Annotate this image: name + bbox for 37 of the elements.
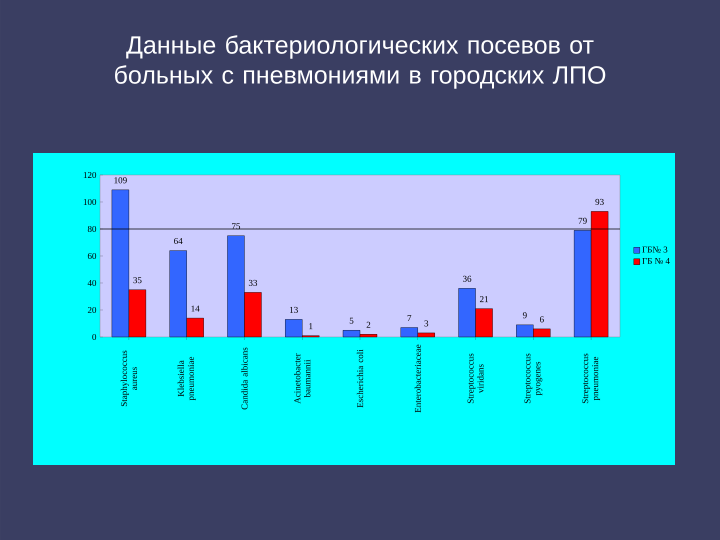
y-tick-label: 80 [88, 226, 96, 232]
x-tick-label: Staphylococcus aureus [120, 350, 138, 406]
x-tick-label: Enterobacteriaceae [414, 344, 421, 412]
data-label: 9 [522, 312, 527, 318]
data-label: 21 [480, 296, 488, 302]
data-label: 3 [424, 320, 428, 326]
y-tick-label: 0 [92, 334, 96, 340]
x-tick-label: Streptococcus pyogenes [524, 354, 542, 404]
x-tick-label: Candida albicans [241, 348, 248, 410]
y-tick-label: 40 [88, 280, 96, 286]
x-tick-label: Acinetobacter baumannii [294, 353, 310, 404]
chart-title: Данные бактериологических посевов от больных с пневмониями в городских ЛПО [115, 35, 606, 89]
data-label: 75 [232, 223, 240, 230]
legend-label: ГБ № 4 [642, 258, 670, 264]
data-label: 14 [191, 306, 200, 312]
x-tick-label: Escherichia coli [356, 349, 364, 408]
data-label: 13 [290, 306, 298, 313]
data-label: 33 [248, 280, 258, 286]
x-tick-label: Streptococcus viridans [468, 354, 484, 404]
y-tick-label: 120 [84, 172, 96, 178]
data-label: 2 [366, 322, 370, 328]
data-label: 64 [174, 238, 183, 244]
x-tick-label: Klebsiella pneumoniae [178, 356, 196, 400]
data-label: 6 [540, 316, 544, 322]
y-tick-label: 100 [84, 198, 96, 206]
data-label: 109 [114, 177, 127, 184]
y-tick-label: 20 [88, 306, 96, 314]
data-label: 5 [350, 318, 354, 324]
data-label: 93 [595, 198, 604, 205]
data-label: 7 [408, 315, 412, 322]
x-tick-label: Streptococcus pneumoniae [582, 354, 600, 404]
y-tick-label: 60 [88, 252, 96, 260]
data-label: 1 [309, 323, 312, 330]
data-label: 79 [578, 218, 587, 224]
legend-label: ГБ№ 3 [642, 246, 668, 253]
data-label: 36 [462, 276, 472, 282]
data-label: 35 [133, 277, 142, 284]
